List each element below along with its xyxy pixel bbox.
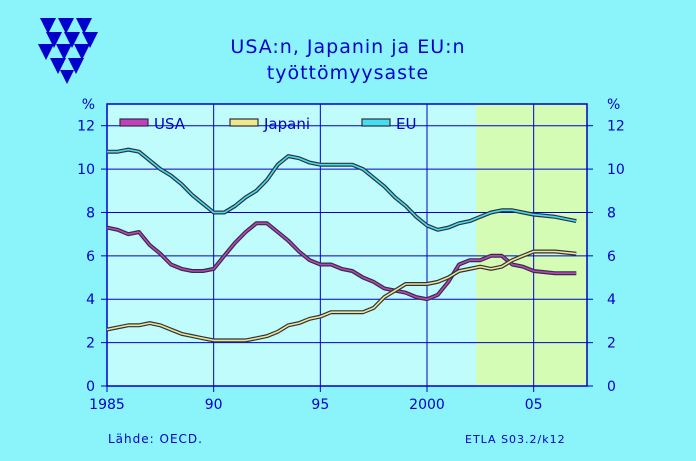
x-tick-label: 95 xyxy=(311,397,329,413)
y-tick-label-right: 6 xyxy=(607,249,616,265)
chart-title-line1: USA:n, Japanin ja EU:n xyxy=(230,36,466,58)
y-tick-label-right: 0 xyxy=(607,379,616,395)
plot-border xyxy=(106,103,588,387)
y-tick-label-right: 8 xyxy=(607,205,616,221)
legend-swatch-usa xyxy=(119,118,149,127)
series-line-eu xyxy=(107,148,577,231)
etla-logo-icon xyxy=(38,18,98,84)
y-axis-label-left: % xyxy=(82,97,95,113)
source-note: Lähde: OECD. xyxy=(108,432,203,446)
y-tick-label-left: 10 xyxy=(77,162,95,178)
figure-code: ETLA S03.2/k12 xyxy=(465,433,566,446)
x-tick-label: 05 xyxy=(525,397,543,413)
y-axis-label-right: % xyxy=(607,97,620,113)
legend-label-eu: EU xyxy=(396,115,416,133)
x-tick-label: 1985 xyxy=(89,397,125,413)
y-tick-label-left: 12 xyxy=(77,119,95,135)
x-tick-label: 90 xyxy=(205,397,223,413)
y-tick-label-right: 4 xyxy=(607,292,616,308)
legend-label-japani: Japani xyxy=(263,115,310,133)
series-line-japani xyxy=(106,250,577,342)
y-tick-label-left: 8 xyxy=(86,205,95,221)
y-tick-label-left: 0 xyxy=(86,379,95,395)
legend-label-usa: USA xyxy=(154,115,186,133)
x-tick-label: 2000 xyxy=(409,397,445,413)
y-tick-label-right: 2 xyxy=(607,336,616,352)
y-tick-label-right: 10 xyxy=(607,162,625,178)
y-tick-label-right: 12 xyxy=(607,119,625,135)
legend-swatch-eu xyxy=(361,118,391,127)
y-tick-label-left: 6 xyxy=(86,249,95,265)
chart-title-line2: työttömyysaste xyxy=(266,62,430,84)
y-tick-label-left: 2 xyxy=(86,336,95,352)
forecast-band xyxy=(476,104,587,386)
series-line-usa xyxy=(106,222,577,300)
legend-swatch-japani xyxy=(229,118,259,127)
y-tick-label-left: 4 xyxy=(86,292,95,308)
